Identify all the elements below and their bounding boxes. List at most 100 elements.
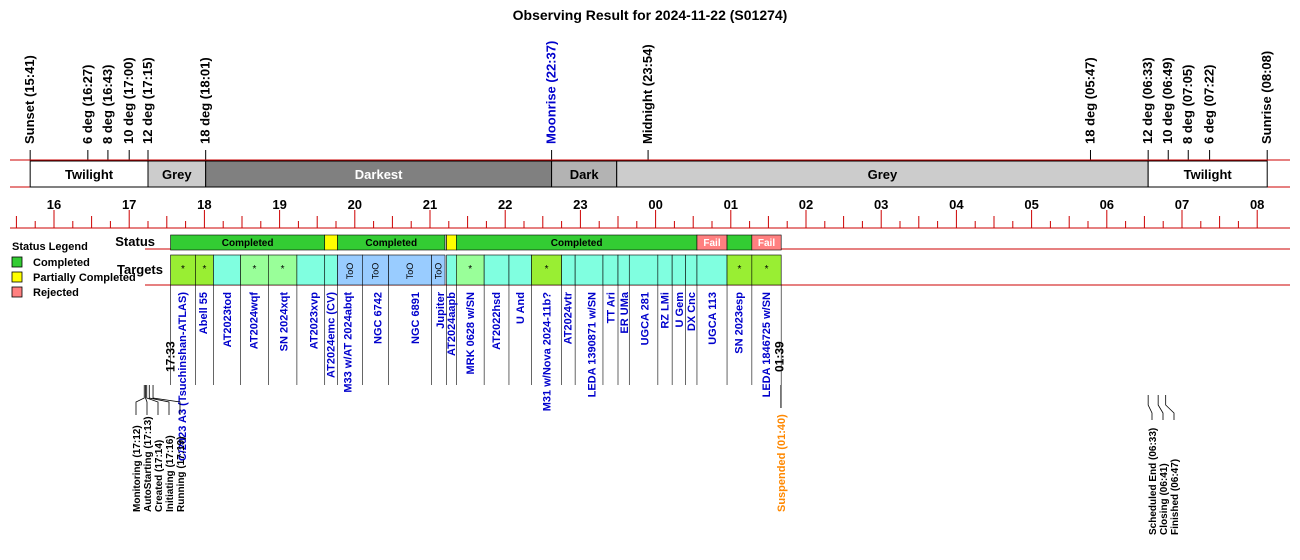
target-star-mark: * <box>545 264 549 275</box>
status-segment <box>726 234 753 251</box>
target-name-label: SN 2024xqt <box>278 292 290 352</box>
sky-band <box>1147 160 1268 188</box>
observation-events: 17:33 01:39 Monitoring (17:12) AutoStarting… <box>132 341 1181 535</box>
target-star-mark: * <box>468 264 472 275</box>
hour-tick-label: 18 <box>197 197 211 212</box>
sky-band-label: Darkest <box>355 167 403 182</box>
target-labels: C/2023 A3 (Tsuchinshan-ATLAS) Abell 55 AT2… <box>177 291 773 461</box>
sky-band-label: Dark <box>570 167 600 182</box>
event-leader <box>135 385 145 415</box>
target-name-label: MRK 0628 w/SN <box>465 292 477 375</box>
event-label: Initiating (17:16) <box>165 435 176 512</box>
status-segment-label: Completed <box>222 238 274 249</box>
target-block <box>628 254 659 286</box>
sky-event-label: 6 deg (16:27) <box>80 65 95 144</box>
target-block <box>602 254 619 286</box>
target-block <box>508 254 532 286</box>
hour-tick-label: 16 <box>47 197 61 212</box>
hour-tick-label: 17 <box>122 197 136 212</box>
hour-tick-label: 01 <box>724 197 738 212</box>
hour-tick-label: 08 <box>1250 197 1264 212</box>
target-block <box>213 254 241 286</box>
target-block <box>483 254 510 286</box>
sky-event-label: 10 deg (17:00) <box>121 57 136 144</box>
sky-bands: Twilight Grey Darkest Dark Grey Twilight <box>10 159 1290 188</box>
sky-event-label: 12 deg (17:15) <box>140 57 155 144</box>
target-block <box>531 254 562 286</box>
sky-event-label: Midnight (23:54) <box>640 44 655 144</box>
target-block <box>617 254 630 286</box>
target-name-label: SN 2023esp <box>733 292 745 354</box>
target-name-label: UGCA 113 <box>707 292 719 345</box>
target-block <box>696 254 728 286</box>
event-label: Created (17:14) <box>154 440 165 512</box>
event-leader <box>145 385 148 415</box>
targets-row: * * * * ToO ToO ToO ToO * * * * <box>170 254 782 385</box>
target-name-label: AT2023tod <box>222 292 234 347</box>
event-leader <box>152 385 181 415</box>
target-star-mark: * <box>765 264 769 275</box>
event-leader <box>148 385 170 415</box>
event-leader <box>1165 395 1175 420</box>
sky-band <box>551 160 618 188</box>
target-star-mark: * <box>181 264 185 275</box>
target-too-mark: ToO <box>345 263 355 280</box>
hour-tick-label: 07 <box>1175 197 1189 212</box>
target-name-label: LEDA 1390871 w/SN <box>587 292 599 397</box>
hour-tick-label: 02 <box>799 197 813 212</box>
target-block <box>170 254 196 286</box>
time-mark-label: 17:33 <box>164 341 178 372</box>
target-name-label: AT2022hsd <box>491 292 503 350</box>
legend-swatch <box>11 271 23 283</box>
target-block <box>671 254 686 286</box>
hour-axis: 16 17 18 19 20 21 22 23 00 01 02 03 04 05 06 07 08 <box>10 197 1290 229</box>
hour-tick-label: 23 <box>573 197 587 212</box>
hour-tick-label: 20 <box>348 197 362 212</box>
status-row: Completed Completed Completed Fail Fail <box>170 234 782 251</box>
target-star-mark: * <box>281 264 285 275</box>
legend-item-label: Completed <box>33 257 90 269</box>
target-name-label: Abell 55 <box>198 292 210 334</box>
target-block <box>657 254 673 286</box>
target-block <box>337 254 363 286</box>
sky-band <box>205 160 553 188</box>
event-leader <box>1147 395 1153 420</box>
targets-row-label: Targets <box>117 262 163 277</box>
target-name-label: RZ LMi <box>660 292 672 329</box>
target-name-label: LEDA 1846725 w/SN <box>761 292 773 397</box>
target-star-mark: * <box>252 264 256 275</box>
target-block <box>431 254 446 286</box>
target-name-label: DX Cnc <box>686 292 698 331</box>
status-segment-label: Completed <box>365 238 417 249</box>
suspended-label: Suspended (01:40) <box>776 414 788 512</box>
event-label: AutoStarting (17:13) <box>143 416 154 512</box>
event-label: Monitoring (17:12) <box>132 425 143 512</box>
target-name-label: ER UMa <box>619 291 631 333</box>
hour-tick-label: 03 <box>874 197 888 212</box>
legend-item-label: Partially Completed <box>33 272 136 284</box>
target-block <box>685 254 698 286</box>
target-name-label: NGC 6742 <box>372 292 384 344</box>
target-name-label: AT2024wqf <box>248 292 260 350</box>
target-block <box>561 254 576 286</box>
status-segment <box>324 234 338 251</box>
legend-swatch <box>11 256 23 268</box>
sky-band-label: Grey <box>162 167 192 182</box>
target-block <box>751 254 782 286</box>
target-name-label: Jupiter <box>435 291 447 328</box>
target-name-label: AT2024vtr <box>563 291 575 344</box>
sky-band-label: Twilight <box>1184 167 1233 182</box>
target-block <box>456 254 485 286</box>
hour-tick-label: 19 <box>272 197 286 212</box>
target-name-label: U Gem <box>674 292 686 328</box>
sky-events: Sunset (15:41) 6 deg (16:27) 8 deg (16:43)… <box>22 41 1274 160</box>
event-label: Scheduled End (06:33) <box>1148 428 1159 535</box>
status-segment-label: Fail <box>703 238 720 249</box>
hour-tick-label: 00 <box>648 197 662 212</box>
sky-band-label: Grey <box>868 167 898 182</box>
sky-band <box>616 160 1149 188</box>
target-name-label: AT2024aapb <box>446 292 458 356</box>
event-label: Finished (06:47) <box>1170 459 1181 535</box>
sky-event-label: 18 deg (18:01) <box>198 57 213 144</box>
